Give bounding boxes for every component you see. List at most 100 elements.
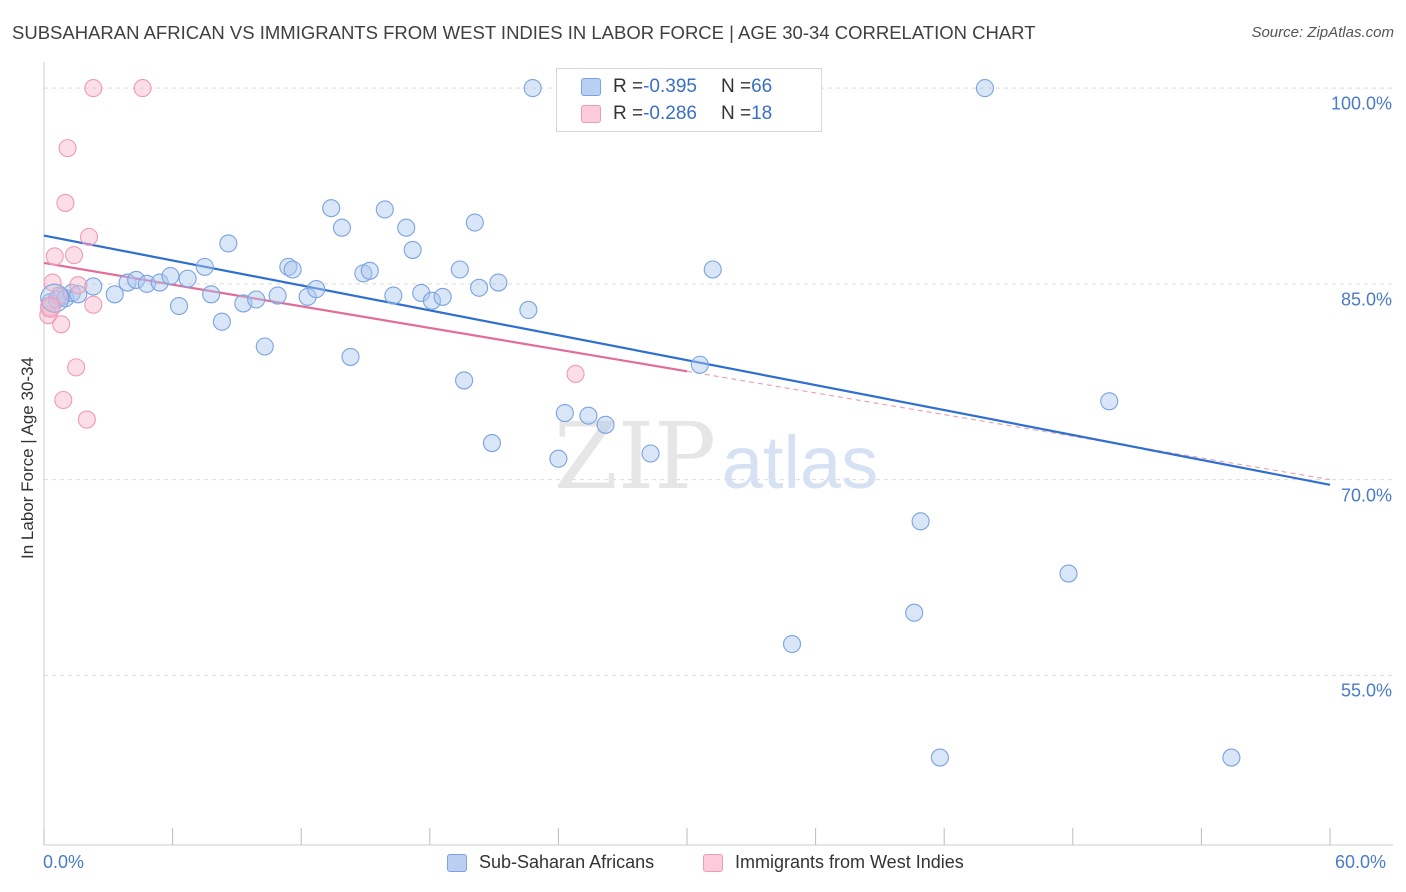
bottom-legend-swatch-subsaharan	[447, 853, 467, 872]
point-subsaharan	[905, 603, 924, 622]
point-subsaharan	[579, 406, 598, 425]
point-subsaharan	[150, 273, 169, 292]
y-tick-label: 70.0%	[1340, 485, 1392, 506]
legend-n-label: N =	[720, 103, 752, 124]
legend-swatch-subsaharan	[581, 78, 601, 96]
point-westindies	[49, 286, 69, 305]
point-westindies-cluster	[39, 296, 61, 318]
point-westindies	[133, 79, 152, 98]
bottom-legend-label-subsaharan: Sub-Saharan Africans	[479, 852, 655, 872]
point-subsaharan	[403, 240, 422, 259]
correlation-legend: R = -0.395 N = 66 R = -0.286 N = 18	[556, 68, 822, 132]
point-subsaharan	[384, 286, 403, 305]
point-subsaharan	[523, 79, 542, 98]
point-subsaharan	[178, 269, 197, 288]
point-subsaharan	[255, 337, 274, 356]
point-subsaharan	[360, 261, 379, 280]
point-subsaharan	[482, 434, 502, 453]
point-subsaharan	[470, 278, 489, 297]
point-subsaharan	[930, 748, 949, 767]
legend-r-label: R =	[613, 103, 644, 124]
legend-n-label: N =	[720, 76, 752, 97]
point-subsaharan	[268, 286, 287, 305]
point-subsaharan	[975, 79, 994, 98]
point-subsaharan	[84, 277, 103, 296]
point-subsaharan	[690, 355, 709, 374]
point-subsaharan	[549, 449, 568, 468]
point-subsaharan	[127, 270, 146, 289]
point-subsaharan	[169, 296, 189, 316]
legend-r-label: R =	[613, 76, 644, 97]
watermark-atlas: atlas	[722, 421, 878, 504]
point-subsaharan	[69, 285, 88, 304]
point-subsaharan	[341, 347, 360, 366]
y-tick-label: 85.0%	[1340, 289, 1392, 310]
point-westindies	[566, 364, 585, 383]
point-subsaharan	[322, 199, 341, 218]
point-subsaharan	[1059, 564, 1078, 583]
point-subsaharan	[422, 291, 441, 310]
y-tick-label: 100.0%	[1330, 93, 1392, 114]
bottom-legend-subsaharan: Sub-Saharan Africans	[447, 852, 654, 873]
point-subsaharan	[397, 218, 416, 237]
point-subsaharan	[212, 312, 231, 331]
point-subsaharan	[202, 285, 221, 304]
point-westindies	[52, 315, 71, 334]
legend-swatch-westindies	[581, 105, 601, 123]
point-subsaharan	[219, 234, 238, 253]
point-westindies	[43, 273, 62, 292]
point-westindies	[45, 247, 64, 266]
point-subsaharan	[1100, 392, 1119, 411]
point-westindies	[58, 139, 77, 158]
chart-title: SUBSAHARAN AFRICAN VS IMMIGRANTS FROM WE…	[12, 22, 1036, 43]
point-subsaharan	[596, 415, 615, 434]
point-subsaharan	[105, 285, 124, 304]
legend-n-value: 66	[751, 76, 773, 97]
point-subsaharan	[247, 290, 266, 309]
bottom-legend-label-westindies: Immigrants from West Indies	[735, 852, 964, 872]
trendline-westindies-extension	[686, 370, 1331, 481]
point-subsaharan	[195, 257, 214, 276]
y-axis-label: In Labor Force | Age 30-34	[18, 357, 37, 559]
point-westindies	[84, 295, 103, 314]
point-westindies	[64, 246, 84, 265]
point-westindies	[54, 390, 73, 410]
point-subsaharan	[137, 274, 156, 293]
point-westindies	[69, 276, 88, 295]
legend-r-value: -0.395	[643, 76, 697, 97]
legend-row-subsaharan: R = -0.395 N = 66	[581, 75, 772, 99]
point-subsaharan	[782, 634, 802, 654]
point-subsaharan	[555, 403, 574, 423]
legend-n-value: 18	[751, 103, 773, 124]
point-westindies	[67, 358, 86, 377]
source-label: Source: ZipAtlas.com	[1251, 24, 1394, 41]
point-subsaharan	[283, 260, 302, 279]
legend-row-westindies: R = -0.286 N = 18	[581, 102, 772, 126]
point-subsaharan	[489, 273, 508, 292]
point-subsaharan	[332, 218, 351, 237]
point-subsaharan	[1222, 748, 1241, 767]
trendline-subsaharan	[43, 234, 1331, 486]
legend-r-value: -0.286	[643, 103, 697, 124]
point-subsaharan	[641, 444, 660, 463]
point-westindies	[56, 193, 75, 212]
x-tick-label-max: 60.0%	[1335, 852, 1387, 872]
point-subsaharan	[465, 213, 484, 232]
point-subsaharan	[455, 371, 474, 390]
point-westindies	[77, 410, 96, 429]
point-subsaharan	[450, 260, 469, 279]
point-subsaharan	[911, 512, 930, 531]
bottom-legend-swatch-westindies	[703, 853, 723, 872]
point-subsaharan	[375, 200, 394, 219]
point-subsaharan	[433, 287, 452, 306]
point-subsaharan	[307, 280, 326, 299]
point-westindies	[79, 227, 99, 246]
bottom-legend-westindies: Immigrants from West Indies	[703, 852, 964, 873]
watermark-zip: ZIP	[554, 403, 716, 510]
x-tick-label-min: 0.0%	[43, 852, 85, 872]
point-westindies	[84, 79, 103, 98]
point-subsaharan	[519, 300, 538, 320]
point-subsaharan	[161, 266, 180, 286]
point-subsaharan	[703, 260, 722, 279]
